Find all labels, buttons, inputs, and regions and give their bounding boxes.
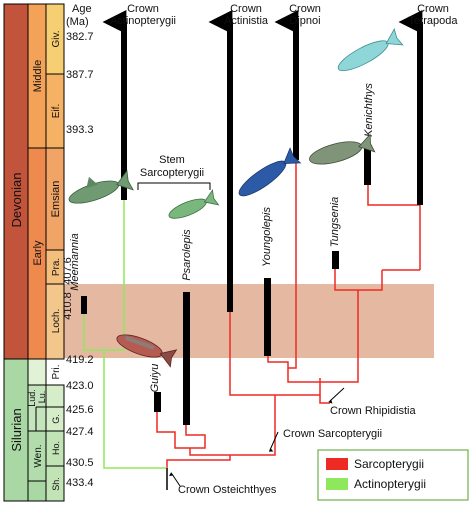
fish-icon — [116, 334, 178, 368]
lineages — [81, 9, 423, 425]
age-label: 387.7 — [66, 69, 94, 81]
age-label: 419.2 — [66, 354, 94, 366]
fish-icon — [168, 188, 220, 219]
range-meemannia — [81, 296, 87, 314]
period-label-silurian: Silurian — [9, 408, 24, 451]
age-header: Age — [72, 3, 92, 15]
crown-label-tetrapoda-line1: Crown — [417, 3, 449, 15]
branch — [103, 350, 167, 469]
stage-label-pragian: Pra. — [51, 258, 62, 276]
crown-label-actinistia-line2: Actinistia — [224, 15, 269, 27]
crown-label-dipnoi-line2: Dipnoi — [289, 15, 320, 27]
fish-icon — [309, 133, 376, 165]
taxon-label-guiyu: Guiyu — [149, 364, 161, 393]
taxon-label-youngolepis: Youngolepis — [261, 207, 273, 267]
time-scale: Devonian Silurian Middle Early Lud. Lu. … — [3, 3, 65, 502]
branch — [267, 355, 289, 378]
branch — [166, 455, 231, 468]
stage-label-lochkovian: Loch. — [51, 309, 62, 333]
age-header-unit: (Ma) — [66, 16, 89, 28]
age-label: 423.0 — [66, 380, 94, 392]
epoch-llandovery — [27, 480, 47, 502]
age-label: 393.3 — [66, 124, 94, 136]
crown-label-actinistia-line1: Crown — [230, 3, 262, 15]
legend-label-sarcopterygii: Sarcopterygii — [354, 457, 424, 471]
stage-label-emsian: Emsian — [50, 181, 62, 218]
branch — [288, 155, 297, 369]
fish-icon — [238, 147, 302, 197]
taxon-labels: Meemannia Psarolepis Guiyu Youngolepis T… — [69, 83, 375, 393]
crown-label-actinopterygii-line1: Crown — [127, 3, 159, 15]
stage-lochkovian — [45, 283, 65, 360]
stage-label-eifelian: Eif. — [51, 104, 62, 118]
age-axis: Age (Ma) 382.7 387.7 393.3 407.6 410.8 4… — [62, 3, 94, 489]
sarcopterygii-branches — [156, 40, 421, 468]
range-tungsenia — [332, 251, 339, 269]
crown-labels: Crown Actinopterygii Crown Actinistia Cr… — [110, 3, 458, 27]
taxon-label-psarolepis: Psarolepis — [181, 229, 193, 281]
range-youngolepis — [264, 278, 271, 356]
fish-icon — [337, 27, 404, 72]
stage-label-gorstian: G. — [51, 414, 61, 424]
stage-label-sheinwoodian: Sh. — [51, 477, 61, 491]
legend-swatch-actinopterygii — [326, 478, 348, 490]
stage-label-givetian: Giv. — [51, 30, 62, 47]
lochkovian-highlight-band — [62, 284, 434, 358]
node-labels: Crown Rhipidistia Crown Sarcopterygii Cr… — [169, 387, 416, 496]
crown-label-dipnoi-line1: Crown — [289, 3, 321, 15]
branch — [367, 185, 420, 206]
fish-icon — [68, 169, 134, 204]
period-silurian — [3, 358, 29, 502]
age-label: 433.4 — [66, 477, 94, 489]
pointer-rhipidistia — [328, 387, 345, 404]
epoch-pridoli — [27, 358, 47, 386]
stem-label-line2: Sarcopterygii — [140, 167, 204, 179]
fish-illustrations — [68, 27, 404, 368]
legend-label-actinopterygii: Actinopterygii — [354, 477, 426, 491]
age-label: 427.4 — [66, 426, 94, 438]
stage-label-pridoli: Pri. — [51, 365, 62, 380]
epoch-label-middle: Middle — [32, 60, 44, 92]
stem-sarcopterygii-bracket: Stem Sarcopterygii — [137, 154, 211, 190]
epoch-label-wenlock: Wen. — [33, 444, 44, 467]
pointer-osteichthyes — [169, 472, 181, 487]
range-guiyu — [154, 392, 161, 412]
node-label-osteichthyes: Crown Osteichthyes — [178, 484, 277, 496]
range-kenichthys — [364, 145, 371, 185]
legend: Sarcopterygii Actinopterygii — [317, 449, 469, 501]
branch — [287, 365, 359, 383]
period-label-devonian: Devonian — [9, 173, 24, 228]
branch — [189, 395, 276, 456]
taxon-label-tungsenia: Tungsenia — [329, 197, 341, 248]
taxon-label-meemannia: Meemannia — [69, 233, 81, 290]
pointer-sarcopterygii — [268, 431, 279, 452]
crown-label-actinopterygii-line2: Actinopterygii — [110, 15, 176, 27]
epoch-label-ludlow: Lud. — [27, 389, 37, 407]
range-psarolepis — [183, 292, 190, 425]
epoch-label-early: Early — [32, 240, 44, 266]
node-label-rhipidistia: Crown Rhipidistia — [330, 405, 416, 417]
branch — [156, 412, 206, 449]
taxon-label-kenichthys: Kenichthys — [363, 83, 375, 137]
actinopterygii-branches — [83, 200, 167, 469]
age-label: 407.6 — [62, 257, 74, 285]
epoch-label-lu: Lu. — [37, 391, 47, 404]
node-label-sarcopterygii: Crown Sarcopterygii — [283, 428, 382, 440]
stem-label-line1: Stem — [159, 154, 185, 166]
age-label: 382.7 — [66, 31, 94, 43]
legend-swatch-sarcopterygii — [326, 458, 348, 470]
branch — [319, 395, 330, 404]
stage-label-homerian: Ho. — [51, 441, 61, 455]
bracket — [137, 182, 211, 190]
crown-label-tetrapoda-line2: Tetrapoda — [409, 15, 459, 27]
period-devonian — [3, 3, 29, 360]
age-label: 430.5 — [66, 457, 94, 469]
age-label: 425.6 — [66, 404, 94, 416]
age-label: 410.8 — [62, 292, 74, 320]
